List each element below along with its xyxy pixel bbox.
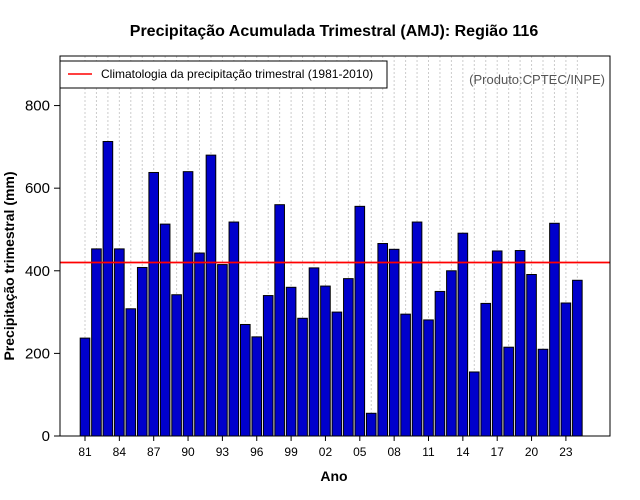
bar (182, 171, 194, 437)
bar (308, 267, 320, 437)
bar (228, 221, 240, 437)
bar (491, 250, 503, 437)
bar (537, 348, 549, 437)
bar (114, 248, 125, 437)
bar (526, 274, 537, 437)
legend-box (59, 60, 388, 89)
x-axis: 81 84 87 90 93 96 99 02 05 08 11 14 17 20 23 (78, 436, 573, 459)
x-tick-label: 17 (491, 445, 505, 459)
x-tick-label: 20 (525, 445, 539, 459)
bar (560, 302, 572, 437)
bar (217, 264, 228, 437)
plot-frame (59, 55, 611, 437)
bar (148, 171, 159, 437)
bar (136, 266, 148, 437)
bar (251, 336, 263, 437)
bar (377, 243, 388, 437)
bar (388, 248, 400, 437)
bar (503, 346, 514, 437)
bar (411, 221, 423, 437)
bar (171, 294, 182, 437)
y-tick-label: 600 (25, 180, 50, 197)
x-tick-label: 87 (147, 445, 161, 459)
bar (434, 290, 446, 437)
bar (102, 141, 114, 437)
x-tick-label: 23 (559, 445, 573, 459)
bar (320, 285, 331, 437)
y-axis: 0 200 400 600 800 (25, 98, 60, 445)
bar (262, 295, 274, 437)
bar (549, 222, 560, 437)
bars (79, 141, 583, 437)
bar (79, 337, 91, 437)
x-tick-label: 93 (216, 445, 230, 459)
credit-text: (Produto:CPTEC/INPE) (469, 72, 605, 87)
bar (400, 313, 411, 437)
bar (457, 232, 469, 437)
bar (285, 286, 297, 437)
bar (194, 252, 205, 437)
legend-label: Climatologia da precipitação trimestral … (101, 67, 373, 81)
x-tick-label: 14 (456, 445, 470, 459)
bar (343, 278, 354, 437)
legend: Climatologia da precipitação trimestral … (59, 60, 388, 89)
x-tick-label: 05 (353, 445, 367, 459)
bar (480, 302, 492, 437)
y-axis-title: Precipitação trimestral (mm) (1, 171, 17, 360)
chart-title: Precipitação Acumulada Trimestral (AMJ):… (130, 23, 539, 40)
bar (469, 371, 480, 437)
bar (423, 319, 434, 437)
x-tick-label: 99 (284, 445, 298, 459)
y-tick-label: 400 (25, 263, 50, 280)
bar (331, 311, 343, 437)
bar (572, 279, 583, 437)
x-axis-title: Ano (320, 468, 347, 484)
x-tick-label: 08 (387, 445, 401, 459)
bar (125, 308, 137, 437)
x-tick-label: 90 (181, 445, 195, 459)
bar (365, 412, 377, 437)
bar (354, 205, 366, 437)
x-tick-label: 81 (78, 445, 92, 459)
bar (205, 154, 217, 437)
bar (297, 317, 308, 437)
x-tick-label: 84 (113, 445, 127, 459)
bar (274, 204, 285, 437)
bar (159, 223, 171, 437)
bar (91, 248, 102, 437)
y-tick-label: 0 (42, 428, 50, 445)
bar (240, 323, 251, 437)
bar (446, 270, 457, 437)
x-tick-label: 02 (319, 445, 333, 459)
x-tick-label: 11 (422, 445, 435, 459)
y-tick-label: 800 (25, 98, 50, 115)
y-tick-label: 200 (25, 345, 50, 362)
bar (514, 250, 526, 437)
x-tick-label: 96 (250, 445, 264, 459)
